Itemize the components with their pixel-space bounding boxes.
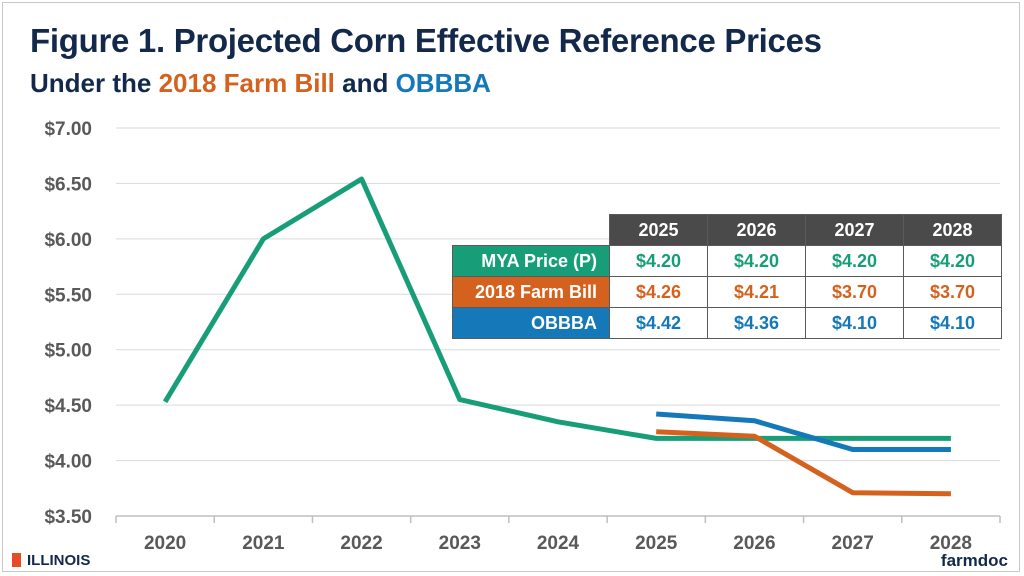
table-cell: $4.21 [707, 276, 806, 308]
illinois-logo: ILLINOIS [12, 552, 90, 569]
table-row-label: OBBBA [452, 307, 610, 339]
table-cell: $3.70 [805, 276, 904, 308]
y-tick-label: $4.50 [44, 396, 92, 417]
y-tick-label: $6.50 [44, 174, 92, 195]
series-line-2018-farm-bill [656, 429, 951, 497]
table-year-header: 2028 [903, 214, 1002, 246]
table-cell: $3.70 [903, 276, 1002, 308]
table-row-label: MYA Price (P) [452, 245, 610, 277]
y-tick-label: $6.00 [44, 230, 92, 251]
x-tick-label: 2023 [439, 533, 481, 554]
table-row-label: 2018 Farm Bill [452, 276, 610, 308]
x-tick-label: 2028 [930, 533, 972, 554]
x-axis [115, 515, 1001, 523]
table-row: OBBBA $4.42 $4.36 $4.10 $4.10 [452, 307, 1002, 339]
chart-title: Figure 1. Projected Corn Effective Refer… [30, 22, 822, 59]
series-lines [162, 176, 951, 497]
subtitle-middle: and [334, 68, 396, 98]
series-line-obbba [656, 411, 951, 452]
y-tick-label: $7.00 [44, 119, 92, 140]
table-cell: $4.42 [609, 307, 708, 339]
table-cell: $4.20 [707, 245, 806, 277]
table-cell: $4.20 [805, 245, 904, 277]
x-tick-label: 2027 [832, 533, 874, 554]
illinois-logo-text: ILLINOIS [27, 552, 91, 569]
y-axis-ticks: $7.00 $6.50 $6.00 $5.50 $5.00 $4.50 $4.00 $3.50 [44, 119, 92, 528]
x-tick-label: 2024 [537, 533, 580, 554]
x-tick-label: 2021 [242, 533, 285, 554]
x-tick-label: 2025 [635, 533, 678, 554]
table-header-row: 2025 2026 2027 2028 [453, 214, 1002, 246]
table-cell: $4.20 [903, 245, 1002, 277]
x-tick-label: 2020 [144, 533, 186, 554]
table-cell: $4.20 [609, 245, 708, 277]
table-cell: $4.10 [903, 307, 1002, 339]
table-cell: $4.26 [609, 276, 708, 308]
data-table: 2025 2026 2027 2028 MYA Price (P) $4.20 $4.20… [452, 214, 1002, 339]
subtitle-prefix: Under the [30, 68, 159, 98]
y-tick-label: $5.00 [44, 341, 92, 362]
y-tick-label: $4.00 [44, 452, 92, 473]
table-row: 2018 Farm Bill $4.26 $4.21 $3.70 $3.70 [452, 276, 1002, 308]
chart-subtitle: Under the 2018 Farm Bill and OBBBA [30, 68, 491, 99]
illinois-block-i-icon [12, 553, 21, 567]
x-tick-label: 2022 [340, 533, 382, 554]
table-cell: $4.36 [707, 307, 806, 339]
subtitle-farm-bill: 2018 Farm Bill [158, 68, 335, 98]
x-axis-ticks: 2020 2021 2022 2023 2024 2025 2026 2027 2028 [144, 533, 972, 554]
table-corner [453, 215, 610, 246]
table-year-header: 2025 [609, 214, 708, 246]
farmdoc-logo: farmdoc [940, 551, 1008, 570]
x-tick-label: 2026 [733, 533, 775, 554]
subtitle-obbba: OBBBA [395, 68, 491, 98]
y-tick-label: $5.50 [44, 285, 92, 306]
table-cell: $4.10 [805, 307, 904, 339]
table-year-header: 2027 [805, 214, 904, 246]
table-row: MYA Price (P) $4.20 $4.20 $4.20 $4.20 [452, 245, 1002, 277]
y-tick-label: $3.50 [44, 507, 92, 528]
table-year-header: 2026 [707, 214, 806, 246]
